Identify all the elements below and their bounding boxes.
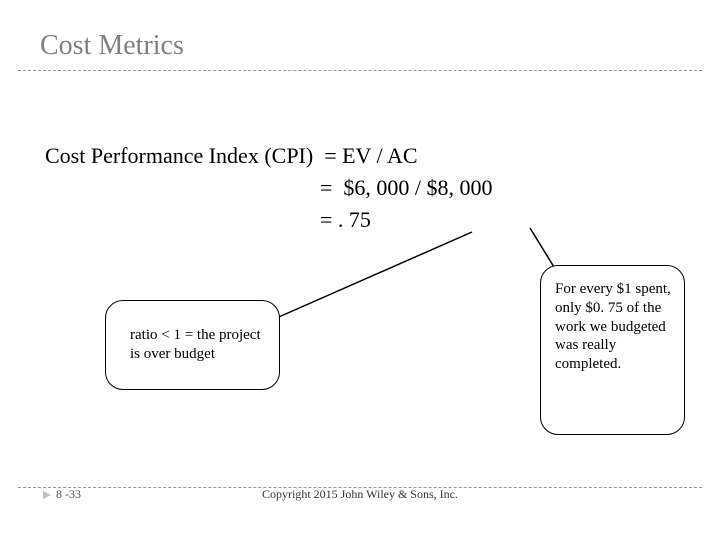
callout-left-text: ratio < 1 = the project is over budget [130, 326, 267, 364]
formula-line-3: = . 75 [45, 204, 493, 236]
formula-block: Cost Performance Index (CPI) = EV / AC =… [45, 140, 493, 236]
formula-line-1: Cost Performance Index (CPI) = EV / AC [45, 140, 493, 172]
formula-line-2: = $6, 000 / $8, 000 [45, 172, 493, 204]
slide-title: Cost Metrics [40, 30, 184, 62]
divider-top [18, 70, 702, 71]
slide: Cost Metrics Cost Performance Index (CPI… [0, 0, 720, 540]
callout-right: For every $1 spent, only $0. 75 of the w… [540, 265, 685, 435]
callout-right-text: For every $1 spent, only $0. 75 of the w… [555, 280, 674, 374]
connector-line-left [272, 232, 472, 320]
copyright-text: Copyright 2015 John Wiley & Sons, Inc. [0, 487, 720, 502]
callout-left: ratio < 1 = the project is over budget [105, 300, 280, 390]
